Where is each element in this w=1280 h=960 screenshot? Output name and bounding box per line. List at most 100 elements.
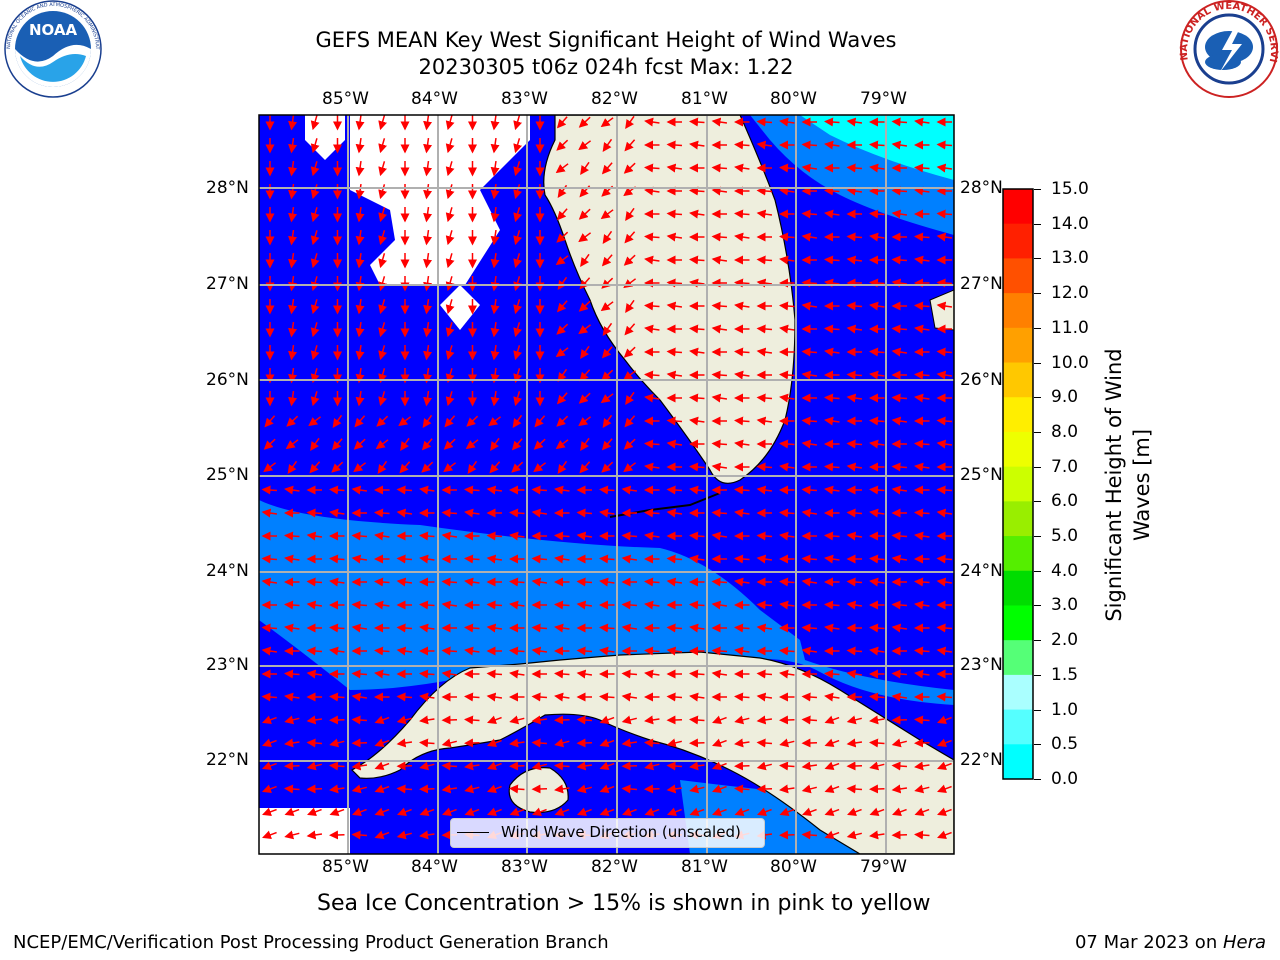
wave-direction-arrow <box>555 255 569 266</box>
wave-direction-arrow <box>378 299 387 315</box>
wave-direction-arrow <box>936 692 953 702</box>
wave-direction-arrow <box>490 229 500 246</box>
map-frame <box>258 114 955 855</box>
wave-direction-arrow <box>937 761 952 771</box>
wave-direction-arrow <box>624 231 636 244</box>
wave-direction-arrow <box>310 184 320 200</box>
footer-host: Hera <box>1222 932 1266 953</box>
wave-direction-arrow <box>801 232 818 242</box>
wave-direction-arrow <box>423 183 433 200</box>
wave-direction-arrow <box>554 623 570 633</box>
wave-direction-arrow <box>779 393 795 403</box>
wave-direction-arrow <box>419 669 435 679</box>
wave-direction-arrow <box>711 163 728 173</box>
wave-direction-arrow <box>644 439 660 449</box>
colorbar-tick-label: 0.0 <box>1051 769 1079 789</box>
wave-direction-arrow <box>846 784 863 794</box>
wave-direction-arrow <box>644 462 660 472</box>
wave-direction-arrow <box>445 115 455 131</box>
wave-direction-arrow <box>284 623 300 633</box>
wave-direction-arrow <box>306 738 323 748</box>
wave-direction-arrow <box>378 184 387 200</box>
wave-direction-arrow <box>378 161 387 177</box>
wave-direction-arrow <box>554 761 570 771</box>
wave-direction-arrow <box>824 140 840 150</box>
wave-direction-arrow <box>869 807 885 817</box>
wave-direction-arrow <box>578 392 591 404</box>
wave-direction-arrow <box>600 393 614 404</box>
wave-direction-arrow <box>711 508 728 518</box>
colorbar-tick-label: 12.0 <box>1051 283 1089 304</box>
wave-direction-arrow <box>262 807 277 817</box>
wave-direction-arrow <box>623 162 636 174</box>
wave-direction-arrow <box>666 623 683 633</box>
wave-direction-arrow <box>288 137 298 154</box>
wave-direction-arrow <box>891 784 908 794</box>
wave-direction-arrow <box>599 738 615 748</box>
wave-direction-arrow <box>374 577 390 587</box>
wave-direction-arrow <box>486 623 503 633</box>
colorbar-cell <box>1003 570 1033 606</box>
wave-direction-arrow <box>914 324 930 334</box>
wave-direction-arrow <box>689 416 705 426</box>
wave-direction-arrow <box>914 600 930 610</box>
wave-direction-arrow <box>445 322 455 338</box>
wave-direction-arrow <box>666 761 683 771</box>
wave-direction-arrow <box>374 715 390 725</box>
wave-direction-arrow <box>689 531 705 541</box>
wave-direction-arrow <box>580 253 590 267</box>
wave-direction-arrow <box>486 692 503 702</box>
wave-direction-arrow <box>509 577 525 587</box>
lat-label-right: 27°N <box>960 274 1003 294</box>
wave-direction-arrow <box>756 324 773 334</box>
wave-direction-arrow <box>377 460 388 474</box>
wave-direction-arrow <box>419 623 435 633</box>
wave-direction-arrow <box>689 117 705 127</box>
colorbar-cell <box>1003 744 1033 780</box>
wave-direction-arrow <box>557 460 568 474</box>
wave-direction-arrow <box>374 830 390 840</box>
wave-direction-arrow <box>779 577 795 587</box>
wave-direction-arrow <box>419 830 435 840</box>
wave-direction-arrow <box>423 252 433 269</box>
wave-direction-arrow <box>375 439 389 450</box>
wave-direction-arrow <box>441 784 458 794</box>
wave-direction-arrow <box>601 254 613 267</box>
lat-label-right: 22°N <box>960 750 1003 770</box>
wave-direction-arrow <box>419 485 435 495</box>
wave-direction-arrow <box>644 255 660 265</box>
wave-direction-arrow <box>621 531 638 541</box>
wave-direction-arrow <box>937 830 952 840</box>
wave-direction-arrow <box>490 275 500 292</box>
wave-direction-arrow <box>329 784 345 794</box>
wave-direction-arrow <box>666 209 683 219</box>
wave-direction-arrow <box>734 416 750 426</box>
wave-direction-arrow <box>869 439 885 449</box>
wave-direction-arrow <box>600 117 614 128</box>
wave-direction-arrow <box>891 209 908 219</box>
wave-direction-arrow <box>490 344 500 361</box>
wave-direction-arrow <box>666 163 683 173</box>
wave-direction-arrow <box>937 807 952 817</box>
wave-direction-arrow <box>310 207 320 223</box>
wave-direction-arrow <box>666 738 682 748</box>
wave-direction-arrow <box>441 600 458 610</box>
noaa-logo-text: NOAA <box>29 21 78 39</box>
wave-direction-arrow <box>351 623 368 633</box>
wave-direction-arrow <box>355 183 365 200</box>
wave-direction-arrow <box>487 738 502 748</box>
colorbar-cell <box>1003 605 1033 641</box>
wave-direction-arrow <box>557 276 568 290</box>
noaa-logo: NOAA NATIONAL OCEANIC AND ATMOSPHERIC AD… <box>2 0 102 98</box>
wave-direction-arrow <box>779 462 795 472</box>
wave-direction-arrow <box>891 600 908 610</box>
wave-direction-arrow <box>487 715 502 725</box>
wave-direction-arrow <box>555 347 569 358</box>
wave-direction-arrow <box>261 485 278 495</box>
colorbar-tick-mark <box>1034 431 1041 433</box>
colorbar-tick-mark <box>1034 327 1041 329</box>
wave-direction-arrow <box>734 577 750 587</box>
wave-direction-arrow <box>355 298 365 315</box>
wave-direction-arrow <box>351 692 368 702</box>
